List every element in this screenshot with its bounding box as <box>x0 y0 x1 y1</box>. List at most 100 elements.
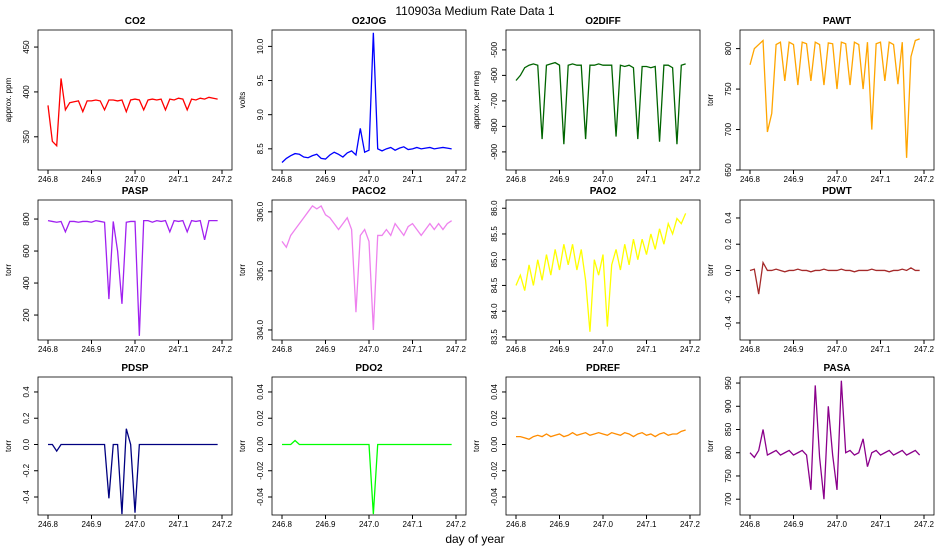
y-tick-label: -0.02 <box>256 461 265 480</box>
y-axis-label: torr <box>4 264 13 276</box>
x-tick-label: 247.2 <box>914 520 935 529</box>
y-axis-label: torr <box>4 440 13 452</box>
panel: PDREF torr 246.8 246.9 247.0 247.1 247.2 -0.04 -… <box>472 363 701 529</box>
x-tick-label: 247.2 <box>914 345 935 354</box>
x-tick-label: 247.1 <box>636 520 657 529</box>
y-tick-label: 0.2 <box>22 412 31 424</box>
y-axis-label: approx. ppm <box>4 77 13 122</box>
x-tick-label: 246.9 <box>549 520 570 529</box>
x-tick-label: 246.9 <box>549 345 570 354</box>
panel: PASA torr 246.8 246.9 247.0 247.1 247.2 700 750 8… <box>706 363 935 529</box>
y-tick-label: 86.0 <box>490 200 499 216</box>
panel: PDWT torr 246.8 246.9 247.0 247.1 247.2 -0.4 -0.… <box>706 186 935 354</box>
panel: O2DIFF approx. per meg 246.8 246.9 247.0 247.… <box>472 16 701 184</box>
y-tick-label: 0.2 <box>724 238 733 250</box>
panel-title: O2DIFF <box>585 16 621 27</box>
plot-frame <box>739 199 935 341</box>
y-tick-label: -0.4 <box>724 316 733 330</box>
x-tick-label: 246.9 <box>315 175 336 184</box>
x-tick-label: 246.9 <box>783 520 804 529</box>
plot-frame <box>271 199 467 341</box>
y-tick-label: 900 <box>724 399 733 413</box>
data-line <box>515 213 687 332</box>
y-tick-label: -0.04 <box>490 487 499 506</box>
x-tick-label: 246.9 <box>81 345 102 354</box>
plot-frame <box>271 376 467 516</box>
panel-title: PDREF <box>586 363 620 374</box>
y-tick-label: 400 <box>22 85 31 99</box>
x-tick-label: 246.9 <box>315 520 336 529</box>
y-tick-label: 700 <box>724 492 733 506</box>
x-tick-label: 246.9 <box>783 345 804 354</box>
panel-title: PASA <box>823 363 850 374</box>
x-axis-label: day of year <box>445 532 504 546</box>
data-line <box>282 439 452 515</box>
x-tick-label: 246.8 <box>506 345 527 354</box>
panel-title: CO2 <box>125 16 146 27</box>
x-tick-label: 247.2 <box>212 175 233 184</box>
x-tick-label: 246.8 <box>38 175 59 184</box>
panel: O2JOG volts 246.8 246.9 247.0 247.1 247.2 8.5 9.… <box>238 16 467 184</box>
y-tick-label: 750 <box>724 469 733 483</box>
x-tick-label: 246.8 <box>740 520 761 529</box>
panel: PDSP torr 246.8 246.9 247.0 247.1 247.2 -0.4 -0.… <box>4 363 233 529</box>
y-tick-label: 700 <box>724 122 733 136</box>
y-tick-label: 950 <box>724 376 733 390</box>
data-line <box>281 204 453 330</box>
x-tick-label: 247.1 <box>168 345 189 354</box>
x-tick-label: 247.2 <box>212 345 233 354</box>
y-tick-label: 0.04 <box>490 384 499 400</box>
x-tick-label: 246.8 <box>38 520 59 529</box>
x-tick-label: 247.2 <box>212 520 233 529</box>
x-tick-label: 247.1 <box>870 345 891 354</box>
y-tick-label: 8.5 <box>256 143 265 155</box>
y-tick-label: 306.0 <box>256 201 265 222</box>
panel-title: PACO2 <box>352 186 386 197</box>
x-tick-label: 247.0 <box>125 175 146 184</box>
y-tick-label: -0.2 <box>22 463 31 477</box>
y-tick-label: -800 <box>490 118 499 135</box>
y-axis-label: torr <box>706 264 715 276</box>
y-tick-label: 0.02 <box>256 410 265 426</box>
x-tick-label: 247.1 <box>402 520 423 529</box>
y-tick-label: 200 <box>22 308 31 322</box>
x-tick-label: 246.9 <box>81 520 102 529</box>
x-tick-label: 247.2 <box>680 345 701 354</box>
x-tick-label: 247.1 <box>870 520 891 529</box>
y-tick-label: 10.0 <box>256 38 265 54</box>
y-tick-label: -0.4 <box>22 490 31 504</box>
y-tick-label: 0.02 <box>490 410 499 426</box>
figure-title: 110903a Medium Rate Data 1 <box>395 4 555 18</box>
y-axis-label: approx. per meg <box>472 71 481 129</box>
y-tick-label: 750 <box>724 82 733 96</box>
x-tick-label: 247.0 <box>359 520 380 529</box>
x-tick-label: 247.0 <box>593 520 614 529</box>
x-tick-label: 246.8 <box>740 175 761 184</box>
x-tick-label: 247.2 <box>446 175 467 184</box>
x-tick-label: 247.0 <box>593 345 614 354</box>
panel: PASP torr 246.8 246.9 247.0 247.1 247.2 200 400 6… <box>4 186 233 354</box>
y-tick-label: 650 <box>724 163 733 177</box>
plot-frame <box>739 376 935 516</box>
y-tick-label: 850 <box>724 422 733 436</box>
x-tick-label: 246.8 <box>272 345 293 354</box>
plot-frame <box>505 199 701 341</box>
y-tick-label: 9.0 <box>256 109 265 121</box>
panel: CO2 approx. ppm 246.8 246.9 247.0 247.1 247.2 3… <box>4 16 233 184</box>
x-tick-label: 246.8 <box>740 345 761 354</box>
x-tick-label: 247.1 <box>402 345 423 354</box>
x-tick-label: 246.8 <box>272 520 293 529</box>
x-tick-label: 247.0 <box>359 175 380 184</box>
x-tick-label: 246.8 <box>272 175 293 184</box>
data-line <box>749 38 920 158</box>
x-tick-label: 246.8 <box>506 520 527 529</box>
x-tick-label: 247.1 <box>168 520 189 529</box>
y-tick-label: 9.5 <box>256 74 265 86</box>
plot-frame <box>505 29 701 171</box>
y-tick-label: 400 <box>22 276 31 290</box>
plot-frame <box>739 29 935 171</box>
panel-title: PDWT <box>822 186 851 197</box>
y-tick-label: 304.0 <box>256 319 265 340</box>
y-axis-label: volts <box>238 92 247 108</box>
data-line <box>749 260 920 295</box>
